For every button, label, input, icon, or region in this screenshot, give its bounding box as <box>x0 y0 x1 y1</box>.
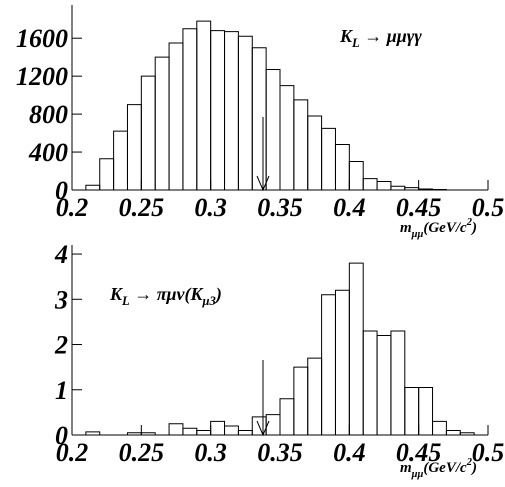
histogram-bin <box>224 425 239 435</box>
histogram-bin <box>210 420 226 435</box>
label-part: → μμγγ <box>360 26 423 46</box>
label-part: → πμν(K <box>130 284 205 305</box>
histogram-bin <box>140 75 156 190</box>
histogram-bin <box>390 330 406 435</box>
histogram-bin <box>237 429 253 435</box>
x-tick-label: 0.5 <box>472 438 505 467</box>
label-part: (GeV/c <box>423 460 467 476</box>
label-part: L <box>121 294 130 308</box>
histogram-bin <box>85 431 101 435</box>
label-part: 2 <box>466 217 473 228</box>
histogram-bin <box>376 334 392 435</box>
x-tick-label: 0.4 <box>333 438 366 467</box>
histogram-bin <box>251 47 267 190</box>
histogram-bin <box>334 143 350 190</box>
histogram-bin <box>85 184 101 190</box>
histogram-bin <box>293 366 309 435</box>
x-tick-label: 0.2 <box>56 438 89 467</box>
y-tick-label: 0 <box>55 176 68 205</box>
label-part: μ3 <box>202 294 216 308</box>
histogram-bin <box>279 85 295 190</box>
histogram-bin <box>210 30 226 190</box>
histogram-bin <box>334 289 350 435</box>
x-axis-label: mμμ(GeV/c2) <box>400 217 477 240</box>
histogram-bin <box>445 429 461 435</box>
histogram-bin <box>237 35 253 190</box>
y-tick-label: 400 <box>28 138 68 167</box>
y-tick-label: 4 <box>54 240 68 269</box>
x-tick-label: 0.2 <box>56 193 89 222</box>
y-tick-label: 1 <box>55 376 68 405</box>
histogram-bin <box>182 427 198 435</box>
x-tick-label: 0.35 <box>257 193 303 222</box>
histogram-bin <box>224 31 239 190</box>
histogram-bin <box>293 99 309 190</box>
x-tick-label: 0.3 <box>194 438 227 467</box>
histogram-bin <box>265 414 281 435</box>
label-part: K <box>339 26 354 46</box>
histogram-bin <box>362 330 378 435</box>
histogram-bin <box>321 127 336 190</box>
label-part: m <box>400 220 412 236</box>
histogram-bin <box>459 432 475 435</box>
label-part: K <box>109 284 124 304</box>
histogram-bin <box>196 429 212 435</box>
histogram-bin <box>321 294 336 435</box>
annotation: KL → μμγγ <box>339 26 422 50</box>
histogram-bin <box>418 387 434 435</box>
histogram-bin <box>348 262 364 435</box>
histogram-bin <box>154 56 170 190</box>
label-part: μμ <box>411 469 424 480</box>
histogram-bin <box>404 387 420 435</box>
y-tick-label: 3 <box>54 285 68 314</box>
histogram-bin <box>99 158 115 190</box>
y-tick-label: 1200 <box>16 62 68 91</box>
histogram-bin <box>113 130 128 190</box>
label-part: ) <box>470 460 477 476</box>
histogram-bin <box>140 432 156 435</box>
x-tick-label: 0.25 <box>119 438 165 467</box>
x-tick-label: 0.4 <box>333 193 366 222</box>
histogram-bin <box>348 161 364 190</box>
histogram-bin <box>168 423 184 435</box>
histogram-bin <box>362 178 378 190</box>
histogram-bin <box>126 104 142 190</box>
label-part: m <box>400 460 412 476</box>
histogram-bin <box>168 42 184 190</box>
histogram-bin <box>432 420 447 435</box>
histogram-bin <box>279 398 295 435</box>
histogram-bin <box>390 185 406 190</box>
label-part: μμ <box>411 229 424 240</box>
x-tick-label: 0.3 <box>194 193 227 222</box>
histogram-bin <box>196 20 212 190</box>
label-part: (GeV/c <box>423 220 467 236</box>
cut-arrow <box>256 117 270 437</box>
x-tick-label: 0.25 <box>119 193 165 222</box>
histogram-bin <box>182 28 198 190</box>
x-axis-label: mμμ(GeV/c2) <box>400 457 477 480</box>
label-part: L <box>351 36 360 50</box>
y-tick-label: 1600 <box>16 24 68 53</box>
histogram-bin <box>265 69 281 190</box>
y-tick-label: 0 <box>55 421 68 450</box>
histogram-bin <box>307 115 323 190</box>
label-part: ) <box>470 220 477 236</box>
label-part: 2 <box>466 457 473 468</box>
x-tick-label: 0.35 <box>257 438 303 467</box>
histogram-bin <box>376 180 392 190</box>
y-tick-label: 2 <box>54 331 68 360</box>
y-tick-label: 800 <box>29 100 68 129</box>
annotation: KL → πμν(Kμ3) <box>109 284 222 308</box>
x-tick-label: 0.5 <box>472 193 505 222</box>
x-tick-label: 0.45 <box>396 193 442 222</box>
label-part: ) <box>214 284 222 305</box>
histogram-bin <box>307 357 323 435</box>
x-tick-label: 0.45 <box>396 438 442 467</box>
